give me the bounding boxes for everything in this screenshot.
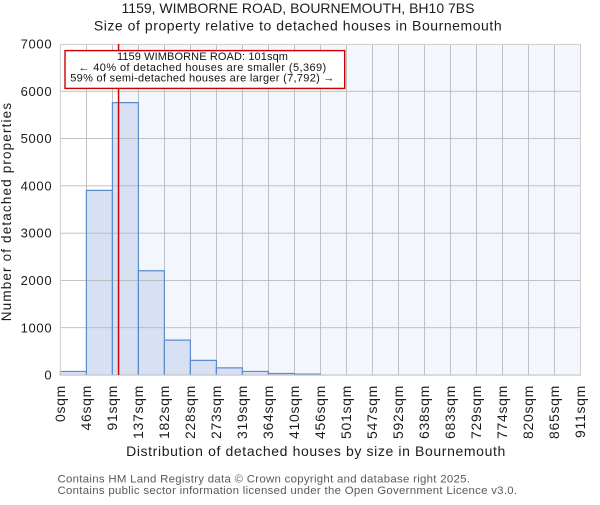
svg-text:683sqm: 683sqm [442, 385, 458, 439]
svg-text:0: 0 [44, 368, 52, 383]
svg-text:137sqm: 137sqm [130, 385, 146, 439]
svg-text:59% of semi-detached houses ar: 59% of semi-detached houses are larger (… [70, 73, 334, 85]
svg-text:4000: 4000 [21, 178, 53, 193]
svg-text:7000: 7000 [21, 37, 53, 52]
svg-text:Contains public sector informa: Contains public sector information licen… [58, 485, 518, 497]
svg-text:638sqm: 638sqm [416, 385, 432, 439]
svg-text:319sqm: 319sqm [234, 385, 250, 439]
svg-text:410sqm: 410sqm [286, 385, 302, 439]
svg-text:3000: 3000 [21, 226, 53, 241]
svg-text:865sqm: 865sqm [546, 385, 562, 439]
svg-text:0sqm: 0sqm [52, 385, 68, 422]
svg-text:5000: 5000 [21, 131, 53, 146]
svg-text:228sqm: 228sqm [182, 385, 198, 439]
svg-text:364sqm: 364sqm [260, 385, 276, 439]
svg-text:91sqm: 91sqm [104, 385, 120, 431]
svg-text:911sqm: 911sqm [572, 385, 588, 438]
svg-text:273sqm: 273sqm [208, 385, 224, 439]
svg-text:1159 WIMBORNE ROAD: 101sqm: 1159 WIMBORNE ROAD: 101sqm [117, 51, 288, 63]
svg-text:1000: 1000 [21, 320, 53, 335]
svg-text:820sqm: 820sqm [520, 385, 536, 439]
svg-text:592sqm: 592sqm [390, 385, 406, 439]
svg-text:729sqm: 729sqm [468, 385, 484, 439]
svg-text:Size of property relative to d: Size of property relative to detached ho… [94, 18, 502, 34]
svg-text:547sqm: 547sqm [364, 385, 380, 439]
svg-text:2000: 2000 [21, 273, 53, 288]
svg-text:Contains HM Land Registry data: Contains HM Land Registry data © Crown c… [58, 473, 471, 485]
svg-text:46sqm: 46sqm [78, 385, 94, 431]
svg-text:Distribution of detached house: Distribution of detached houses by size … [126, 443, 506, 459]
svg-text:774sqm: 774sqm [494, 385, 510, 439]
svg-text:456sqm: 456sqm [312, 385, 328, 439]
svg-text:501sqm: 501sqm [338, 385, 354, 439]
svg-text:Number of detached properties: Number of detached properties [0, 102, 14, 321]
svg-text:1159, WIMBORNE ROAD, BOURNEMOU: 1159, WIMBORNE ROAD, BOURNEMOUTH, BH10 7… [122, 0, 475, 16]
svg-text:6000: 6000 [21, 84, 53, 99]
svg-text:← 40% of detached houses are s: ← 40% of detached houses are smaller (5,… [78, 62, 326, 74]
svg-text:182sqm: 182sqm [156, 385, 172, 439]
